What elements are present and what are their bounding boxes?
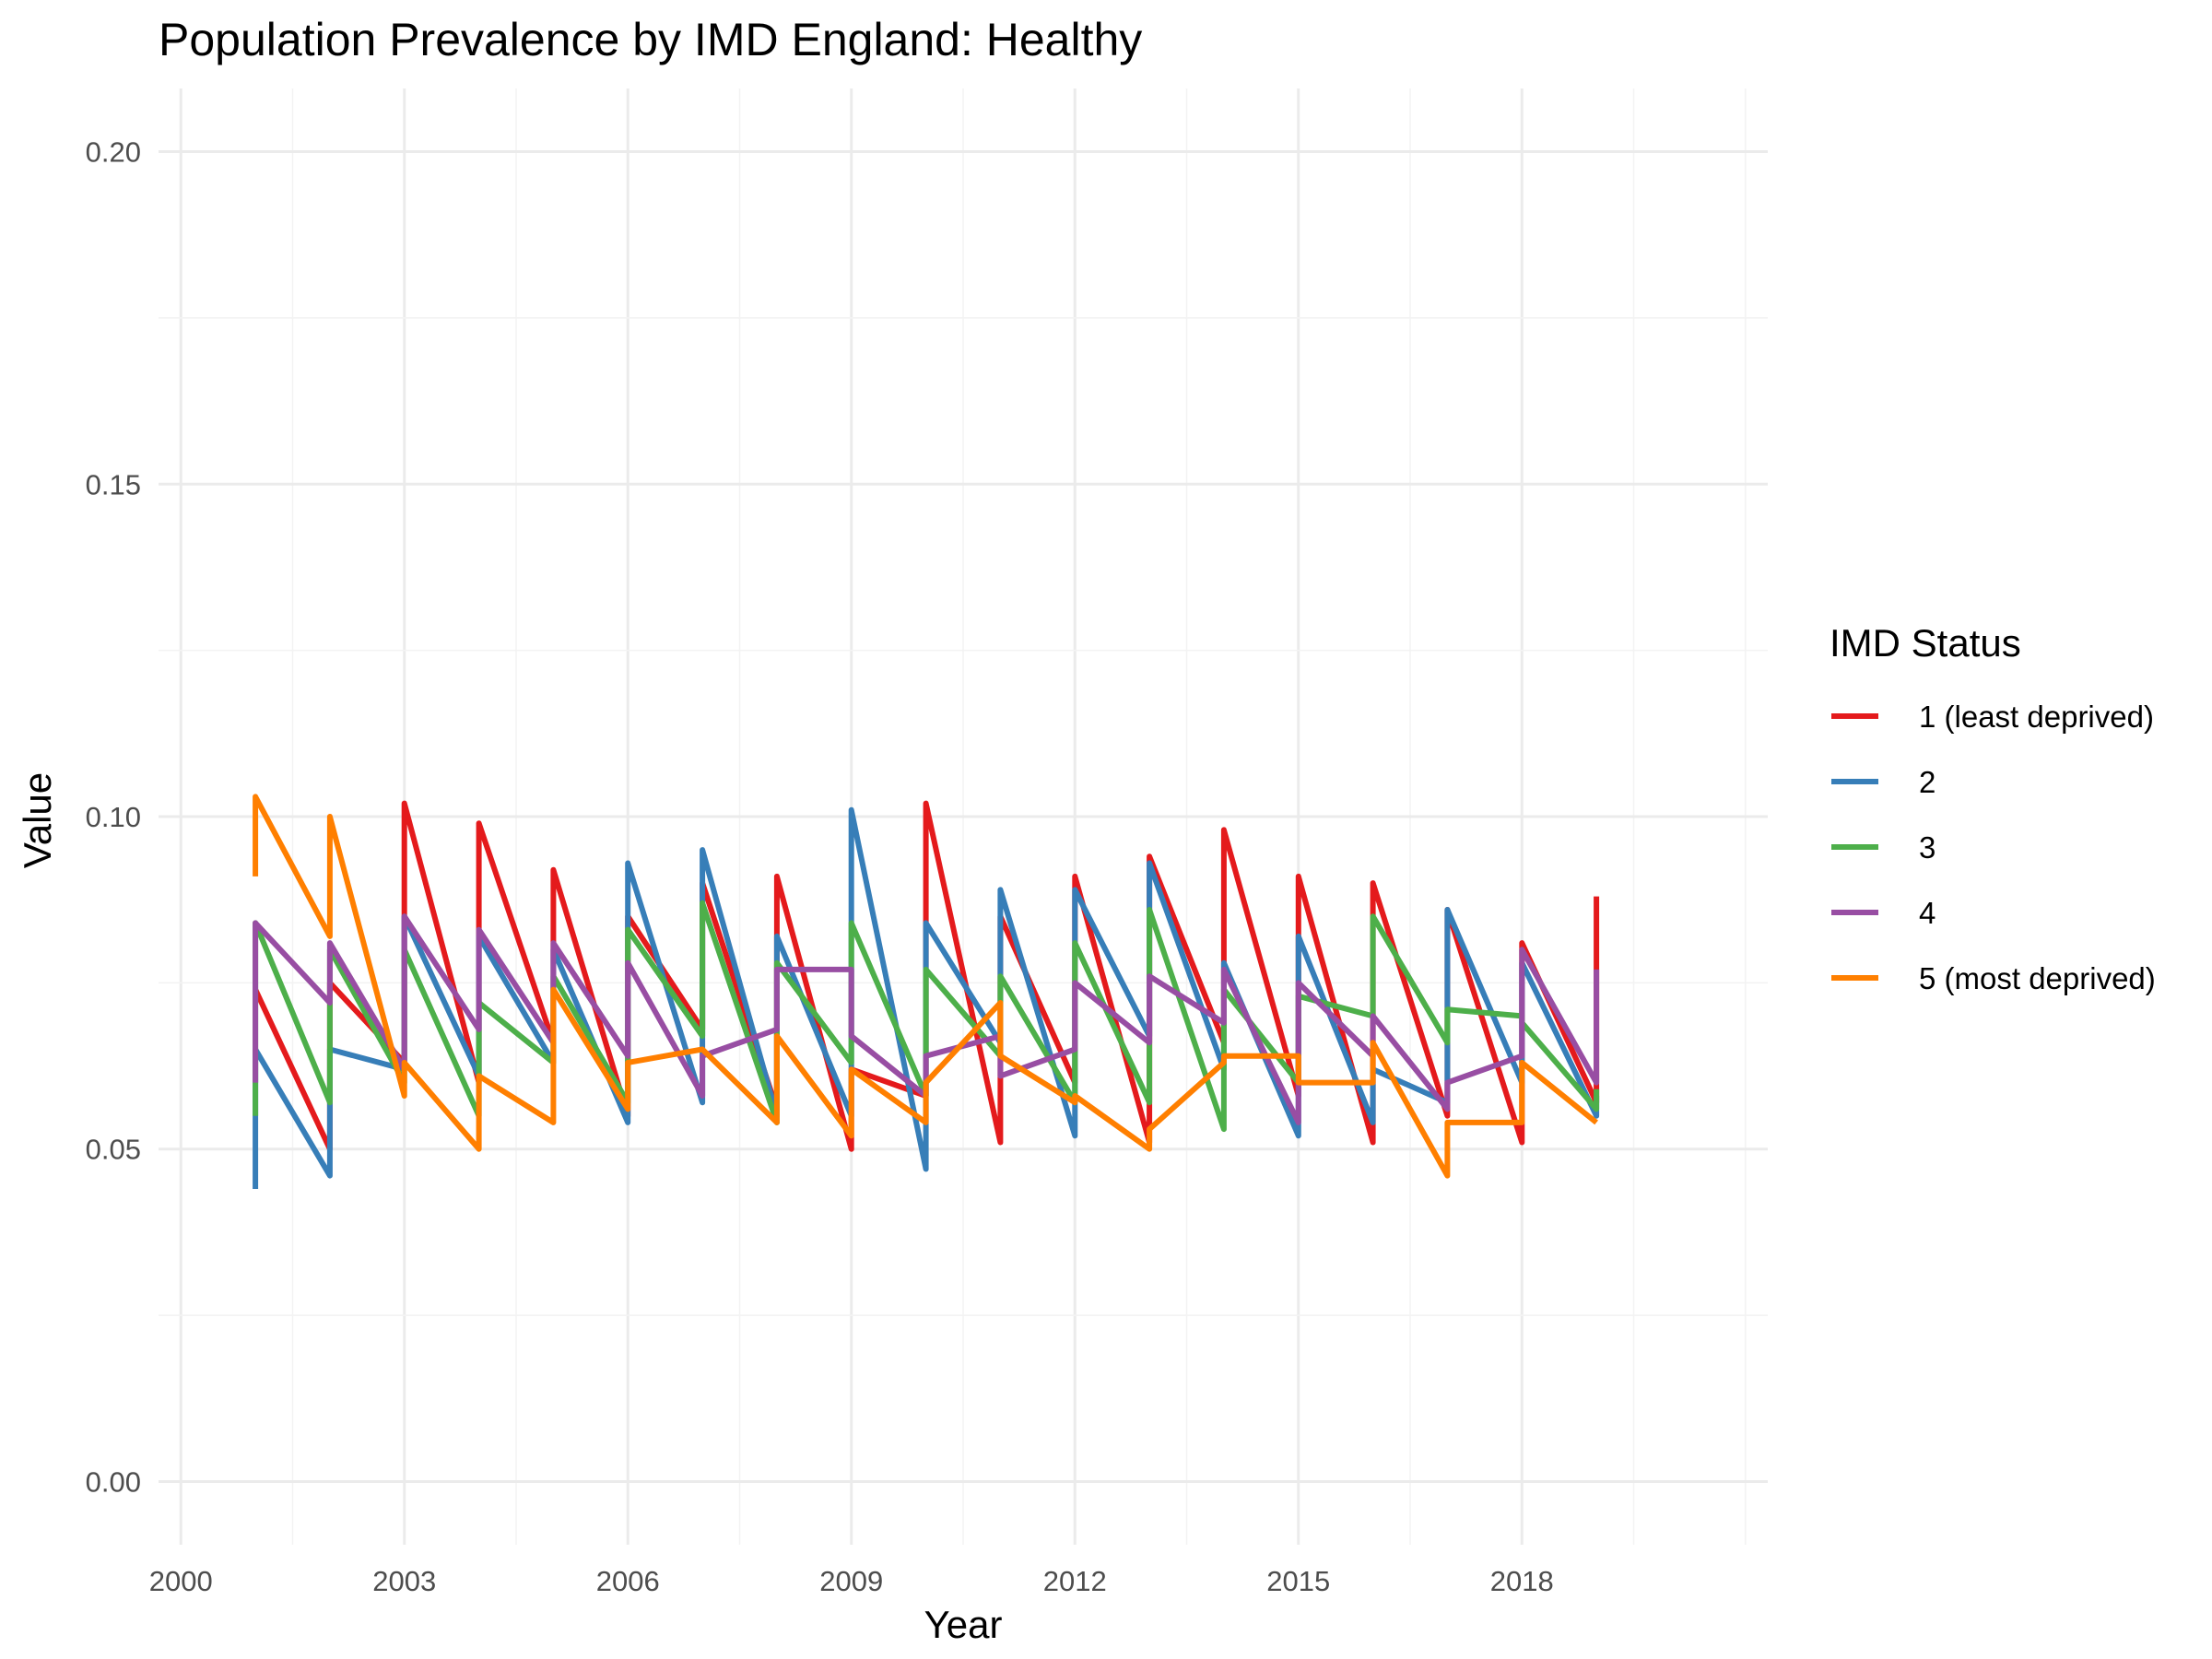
legend-label-3: 3 bbox=[1919, 830, 1936, 865]
y-tick-label: 0.05 bbox=[86, 1134, 141, 1166]
x-tick-label: 2003 bbox=[372, 1565, 436, 1597]
x-tick-label: 2012 bbox=[1043, 1565, 1107, 1597]
x-tick-label: 2015 bbox=[1266, 1565, 1330, 1597]
y-tick-label: 0.10 bbox=[86, 801, 141, 833]
y-axis-title: Value bbox=[16, 772, 59, 868]
legend-label-1: 1 (least deprived) bbox=[1919, 700, 2154, 734]
series-line-4 bbox=[253, 913, 1600, 1125]
y-tick-label: 0.00 bbox=[86, 1465, 141, 1498]
x-tick-label: 2000 bbox=[149, 1565, 213, 1597]
x-axis-ticks: 2000 2003 2006 2009 2012 2015 2018 bbox=[149, 1565, 1554, 1597]
series-line-5 bbox=[253, 794, 1598, 1179]
x-tick-label: 2006 bbox=[596, 1565, 660, 1597]
legend-label-2: 2 bbox=[1919, 765, 1936, 799]
y-tick-label: 0.15 bbox=[86, 468, 141, 500]
series-line-1 bbox=[253, 800, 1600, 1152]
legend-label-4: 4 bbox=[1919, 896, 1936, 930]
x-tick-label: 2009 bbox=[819, 1565, 883, 1597]
legend-label-5: 5 (most deprived) bbox=[1919, 961, 2156, 995]
x-tick-label: 2018 bbox=[1490, 1565, 1554, 1597]
x-axis-title: Year bbox=[924, 1603, 1003, 1646]
legend: IMD Status 1 (least deprived) 2 3 4 5 (most … bbox=[1830, 621, 2156, 995]
y-tick-label: 0.20 bbox=[86, 136, 141, 169]
chart-title: Population Prevalence by IMD England: He… bbox=[159, 14, 1142, 65]
legend-title: IMD Status bbox=[1830, 621, 2021, 665]
series-lines bbox=[253, 794, 1600, 1189]
grid bbox=[159, 88, 1768, 1545]
y-axis-ticks: 0.00 0.05 0.10 0.15 0.20 bbox=[86, 136, 141, 1499]
legend-items: 1 (least deprived) 2 3 4 5 (most deprived) bbox=[1831, 700, 2156, 995]
